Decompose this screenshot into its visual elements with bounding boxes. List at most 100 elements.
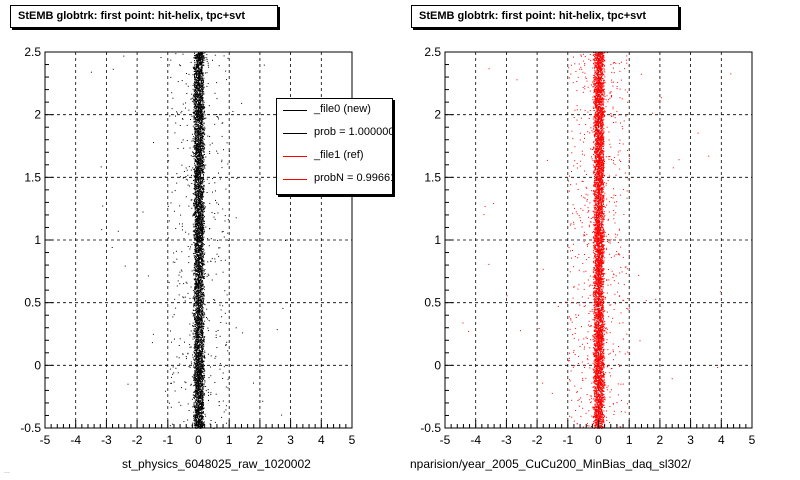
scatter-point bbox=[198, 284, 200, 286]
scatter-point bbox=[194, 89, 196, 91]
scatter-point bbox=[199, 111, 201, 113]
scatter-point bbox=[202, 325, 204, 327]
scatter-point bbox=[199, 275, 201, 277]
scatter-point bbox=[197, 160, 199, 162]
scatter-point bbox=[195, 391, 197, 392]
scatter-point bbox=[196, 212, 198, 214]
scatter-point bbox=[197, 59, 199, 61]
scatter-point bbox=[200, 62, 202, 64]
scatter-point bbox=[197, 392, 199, 394]
scatter-point bbox=[199, 121, 201, 123]
scatter-point bbox=[199, 157, 201, 159]
scatter-point bbox=[201, 355, 203, 357]
scatter-point bbox=[199, 102, 201, 104]
scatter-point bbox=[204, 375, 205, 377]
scatter-point bbox=[202, 307, 204, 309]
scatter-point bbox=[202, 157, 204, 159]
scatter-point bbox=[198, 352, 200, 354]
scatter-point bbox=[196, 155, 198, 157]
scatter-point bbox=[200, 355, 202, 356]
scatter-point bbox=[200, 369, 202, 371]
scatter-point bbox=[198, 62, 200, 64]
scatter-point bbox=[197, 117, 199, 119]
scatter-point bbox=[194, 83, 196, 85]
scatter-point bbox=[199, 247, 201, 249]
scatter-point bbox=[194, 207, 196, 209]
scatter-point bbox=[197, 221, 199, 223]
scatter-point bbox=[198, 405, 200, 407]
scatter-point bbox=[198, 72, 200, 74]
scatter-point bbox=[199, 303, 201, 304]
scatter-point bbox=[195, 425, 197, 427]
scatter-point bbox=[195, 301, 197, 303]
scatter-point bbox=[201, 407, 203, 409]
scatter-point bbox=[193, 385, 195, 387]
scatter-point bbox=[203, 191, 205, 193]
scatter-point bbox=[193, 366, 195, 368]
scatter-point bbox=[202, 217, 204, 219]
scatter-point bbox=[196, 128, 198, 130]
scatter-point bbox=[196, 90, 198, 92]
scatter-point bbox=[196, 196, 197, 197]
scatter-point bbox=[202, 392, 204, 394]
scatter-point bbox=[198, 387, 200, 389]
scatter-point bbox=[198, 223, 200, 225]
scatter-point bbox=[201, 199, 203, 200]
scatter-point bbox=[198, 64, 200, 66]
scatter-point bbox=[196, 302, 198, 304]
scatter-point bbox=[200, 354, 202, 356]
scatter-point bbox=[200, 253, 202, 255]
scatter-point bbox=[200, 129, 202, 131]
scatter-point bbox=[201, 268, 203, 270]
scatter-point bbox=[197, 383, 198, 385]
scatter-point bbox=[195, 328, 196, 330]
scatter-point bbox=[196, 183, 198, 185]
scatter-point bbox=[196, 281, 198, 283]
scatter-point bbox=[192, 84, 194, 86]
scatter-point bbox=[200, 411, 202, 413]
scatter-point bbox=[201, 210, 203, 212]
scatter-point bbox=[195, 387, 197, 389]
scatter-point bbox=[199, 370, 201, 372]
scatter-point bbox=[203, 171, 204, 173]
scatter-point bbox=[198, 299, 200, 301]
scatter-point bbox=[202, 423, 204, 425]
scatter-point bbox=[200, 174, 201, 176]
scatter-point bbox=[202, 189, 204, 191]
scatter-point bbox=[203, 366, 205, 368]
scatter-point bbox=[195, 80, 197, 82]
scatter-point bbox=[197, 107, 199, 109]
scatter-point bbox=[194, 361, 196, 363]
scatter-point bbox=[197, 309, 199, 311]
scatter-point bbox=[201, 400, 203, 402]
scatter-point bbox=[202, 270, 204, 272]
scatter-point bbox=[202, 99, 204, 101]
scatter-point bbox=[194, 303, 196, 305]
scatter-point bbox=[200, 196, 202, 198]
scatter-point bbox=[202, 174, 204, 176]
scatter-point bbox=[199, 177, 201, 179]
scatter-point bbox=[197, 167, 199, 169]
scatter-point bbox=[201, 76, 203, 78]
scatter-point bbox=[199, 421, 201, 423]
scatter-point bbox=[201, 110, 202, 112]
scatter-point bbox=[198, 285, 200, 287]
scatter-point bbox=[199, 59, 201, 61]
scatter-point bbox=[203, 91, 205, 93]
scatter-point bbox=[201, 162, 203, 164]
scatter-point bbox=[199, 155, 201, 157]
scatter-point bbox=[202, 154, 204, 156]
plot-panel: -5 -4 -3 -2 -1 0 1 2 3 4 5-0.500.511.522.5 bbox=[20, 45, 355, 447]
scatter-point bbox=[196, 343, 198, 345]
scatter-point bbox=[196, 329, 198, 331]
scatter-point bbox=[196, 201, 198, 203]
scatter-point bbox=[198, 183, 199, 185]
scatter-point bbox=[194, 329, 196, 331]
scatter-point bbox=[198, 403, 200, 405]
scatter-point bbox=[194, 379, 196, 381]
scatter-point bbox=[197, 128, 199, 130]
scatter-point bbox=[199, 289, 201, 291]
scatter-point bbox=[201, 391, 203, 393]
scatter-point bbox=[201, 157, 203, 158]
scatter-point bbox=[193, 292, 195, 294]
